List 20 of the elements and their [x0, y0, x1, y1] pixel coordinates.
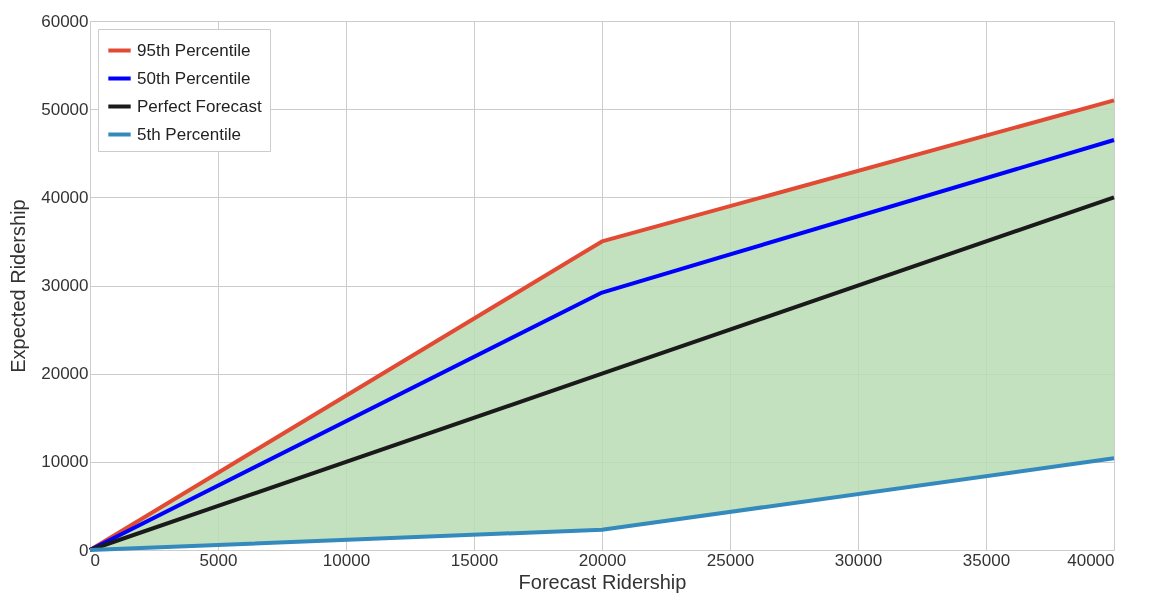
x-tick-label: 10000: [322, 550, 371, 570]
y-tick-label: 60000: [41, 11, 89, 31]
y-tick-label: 50000: [41, 99, 89, 119]
legend-label: 5th Percentile: [137, 124, 241, 144]
legend-label: Perfect Forecast: [137, 96, 262, 116]
x-tick-label: 40000: [1067, 550, 1115, 570]
x-tick-label: 30000: [834, 550, 883, 570]
y-tick-label: 30000: [41, 276, 89, 295]
x-tick-label: 35000: [962, 550, 1011, 570]
y-axis-title: Expected Ridership: [7, 199, 30, 373]
y-tick-label: 20000: [41, 364, 89, 384]
x-tick-label: 15000: [450, 550, 499, 570]
x-tick-label: 20000: [578, 550, 627, 570]
x-tick-label: 5000: [199, 550, 238, 570]
x-tick-label: 25000: [706, 550, 755, 570]
x-axis-title: Forecast Ridership: [518, 570, 687, 593]
y-tick-label: 40000: [41, 187, 89, 207]
y-tick-label: 10000: [41, 452, 89, 472]
legend-label: 95th Percentile: [137, 40, 251, 60]
legend-label: 50th Percentile: [137, 68, 251, 88]
